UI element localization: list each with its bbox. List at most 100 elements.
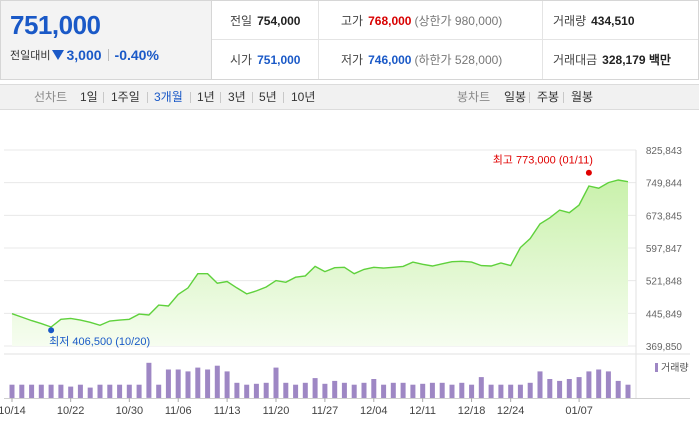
period-10y[interactable]: 10년 <box>291 90 316 104</box>
candle-daily[interactable]: 일봉 <box>504 90 527 104</box>
period-divider <box>190 92 191 103</box>
volume-bar <box>263 382 269 398</box>
high-marker <box>585 169 592 176</box>
candle-chart-label: 봉차트 <box>457 90 491 104</box>
change-divider <box>107 49 109 61</box>
volume-legend-swatch <box>655 363 658 372</box>
volume-legend: 거래량 <box>661 362 689 374</box>
volume-bar <box>117 384 123 398</box>
period-divider <box>103 92 104 103</box>
x-tick-label: 11/27 <box>312 405 339 417</box>
volume-bar <box>38 384 44 398</box>
y-tick-label: 369,850 <box>646 342 683 353</box>
volume-bar <box>146 362 152 398</box>
volume-bar <box>566 379 572 398</box>
low-stat: 저가 746,000 (하한가 528,000) <box>341 52 503 68</box>
volume-bar <box>224 371 230 398</box>
period-1d[interactable]: 1일 <box>80 90 98 104</box>
volume-bar <box>195 367 201 398</box>
low-marker-label: 최저 406,500 (10/20) <box>49 335 150 348</box>
y-tick-label: 445,849 <box>646 309 683 320</box>
volume-bar <box>9 384 15 398</box>
volume-bar <box>576 377 582 398</box>
volume-bar <box>557 380 563 398</box>
volume-bar <box>234 382 240 398</box>
period-3y[interactable]: 3년 <box>228 90 246 104</box>
volume-bar <box>332 380 338 398</box>
volume-bar <box>547 379 553 398</box>
y-tick-label: 673,845 <box>646 211 683 222</box>
volume-bar <box>498 384 504 398</box>
candle-weekly[interactable]: 주봉 <box>537 90 560 104</box>
period-divider <box>147 92 148 103</box>
price-area <box>12 180 628 346</box>
volume-bar <box>527 382 533 398</box>
volume-bar <box>605 371 611 398</box>
volume-bar <box>77 384 83 398</box>
candle-monthly[interactable]: 월봉 <box>571 90 594 104</box>
volume-bar <box>68 386 74 398</box>
change-percent: -0.40% <box>114 47 159 63</box>
line-chart-label: 선차트 <box>34 90 68 104</box>
volume-bar <box>625 384 631 398</box>
current-price-box: 751,000 전일대비 3,000 -0.40% <box>1 1 212 79</box>
volume-bar <box>410 384 416 398</box>
y-tick-label: 749,844 <box>646 179 683 190</box>
period-divider <box>252 92 253 103</box>
volume-bar <box>107 384 113 398</box>
volume-bar <box>205 369 211 398</box>
y-tick-label: 825,843 <box>646 146 683 157</box>
volume-bar <box>517 384 523 398</box>
low-marker <box>48 327 55 334</box>
volume-bar <box>615 380 621 398</box>
quote-panel: 751,000 전일대비 3,000 -0.40% 전일 754,000 고가 … <box>0 0 699 80</box>
volume-bar <box>214 365 220 398</box>
x-tick-label: 10/22 <box>57 405 85 417</box>
stat-divider <box>542 1 543 79</box>
x-tick-label: 10/14 <box>0 405 26 417</box>
volume-bar <box>136 384 142 398</box>
y-axis: 825,843 749,844 673,845 597,847 521,848 445,8… <box>646 146 683 353</box>
period-divider <box>283 92 284 103</box>
period-divider <box>220 92 221 103</box>
volume-bar <box>19 384 25 398</box>
volume-bar <box>273 367 279 398</box>
volume-bar <box>283 382 289 398</box>
x-tick-label: 12/11 <box>409 405 436 417</box>
volume-bar <box>322 383 328 399</box>
x-tick-label: 01/07 <box>565 405 593 417</box>
period-divider <box>563 92 564 103</box>
prev-close-stat: 전일 754,000 <box>230 13 301 29</box>
volume-bar <box>97 384 103 398</box>
period-1w[interactable]: 1주일 <box>111 90 140 104</box>
volume-bar <box>596 369 602 398</box>
x-tick-label: 11/06 <box>165 405 192 417</box>
x-tick-label: 12/24 <box>497 405 525 417</box>
open-stat: 시가 751,000 <box>230 52 301 68</box>
volume-bar <box>586 371 592 398</box>
volume-bar <box>351 384 357 398</box>
stat-row-2: 시가 751,000 저가 746,000 (하한가 528,000) 거래대금… <box>212 40 698 79</box>
high-marker-label: 최고 773,000 (01/11) <box>493 154 593 167</box>
period-divider <box>529 92 530 103</box>
volume-bar <box>244 384 250 398</box>
volume-bar <box>459 382 465 398</box>
volume-bar <box>371 379 377 398</box>
volume-bar <box>156 384 162 398</box>
stat-divider <box>318 1 319 79</box>
volume-bar <box>537 371 543 398</box>
period-3m[interactable]: 3개월 <box>154 90 183 104</box>
volume-bar <box>58 384 64 398</box>
current-price: 751,000 <box>10 10 101 40</box>
volume-bar <box>165 369 171 398</box>
period-5y[interactable]: 5년 <box>259 90 277 104</box>
x-tick-label: 10/30 <box>116 405 144 417</box>
volume-bar <box>400 382 406 398</box>
volume-bar <box>126 384 132 398</box>
period-1y[interactable]: 1년 <box>197 90 215 104</box>
x-tick-label: 12/04 <box>360 405 388 417</box>
price-change: 전일대비 3,000 -0.40% <box>10 47 159 63</box>
volume-bar <box>341 382 347 398</box>
volume-bar <box>361 382 367 398</box>
volume-bar <box>429 382 435 398</box>
